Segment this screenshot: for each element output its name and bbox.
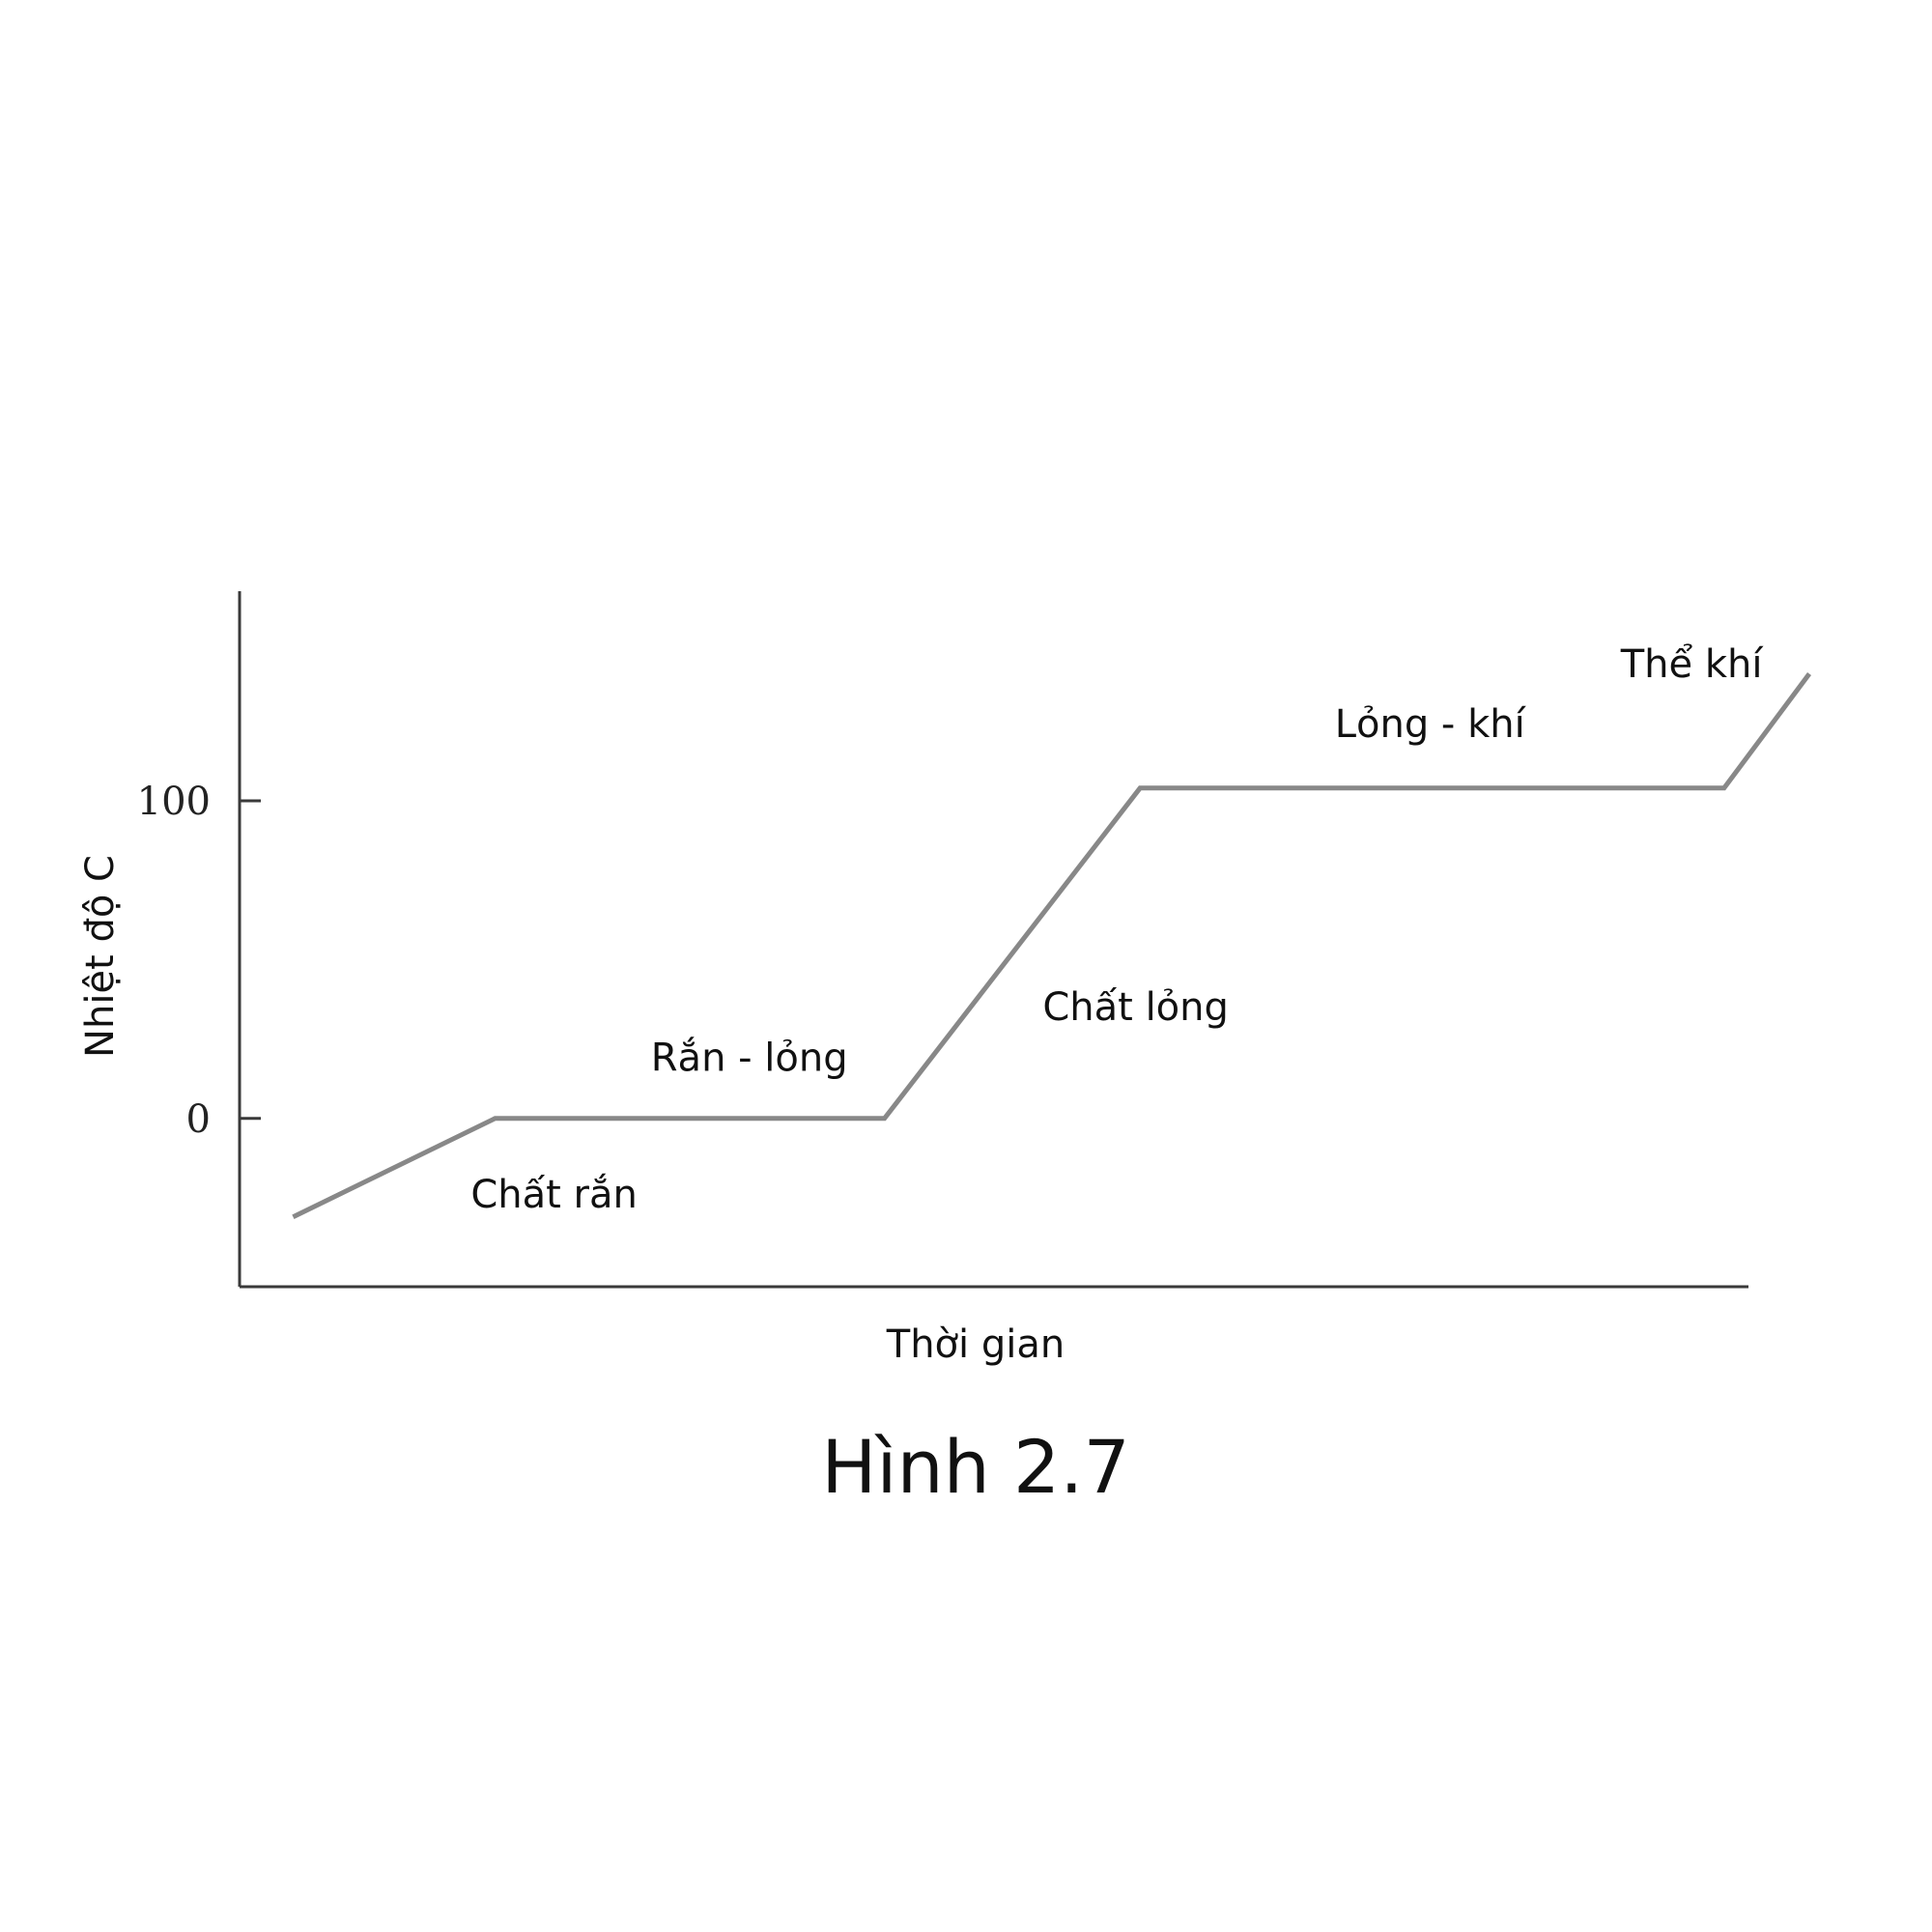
figure-caption: Hình 2.7 <box>821 1424 1130 1510</box>
y-axis-label: Nhiệt độ C <box>78 855 123 1058</box>
phase-annotation: Chất rắn <box>470 1173 638 1217</box>
phase-annotations: Chất rắn Rắn - lỏng Chất lỏng Lỏng - khí Thể… <box>470 642 1764 1217</box>
phase-annotation: Lỏng - khí <box>1335 702 1527 747</box>
phase-annotation: Rắn - lỏng <box>651 1036 848 1080</box>
temperature-series-line <box>292 672 1812 1219</box>
y-ticks: 0 100 <box>137 780 261 1142</box>
phase-annotation: Thể khí <box>1620 642 1765 687</box>
x-axis-label: Thời gian <box>886 1322 1065 1367</box>
phase-annotation: Chất lỏng <box>1042 985 1229 1030</box>
y-tick-label: 0 <box>186 1097 211 1142</box>
y-tick-label: 100 <box>137 780 211 824</box>
